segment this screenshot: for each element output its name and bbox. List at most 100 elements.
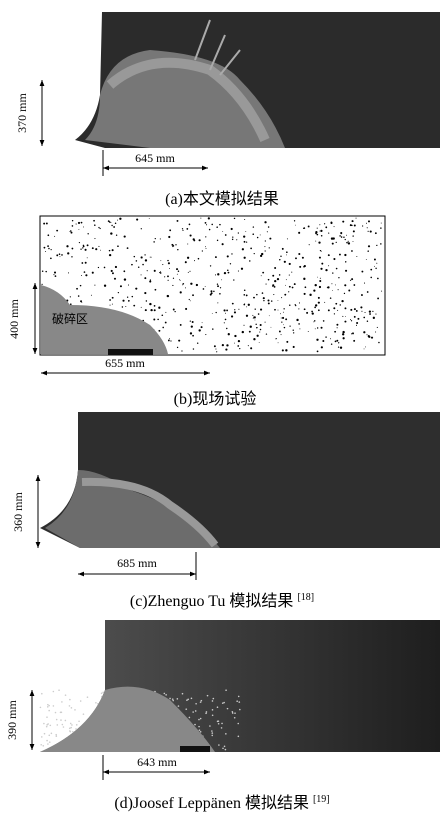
fragment <box>68 705 71 707</box>
speckle <box>304 286 307 289</box>
speckle <box>47 245 49 248</box>
speckle <box>303 277 306 280</box>
fragment <box>231 712 234 714</box>
speckle <box>157 318 159 321</box>
speckle <box>162 326 165 329</box>
speckle <box>314 306 316 309</box>
caption: (a)本文模拟结果 <box>165 190 279 208</box>
speckle <box>216 226 218 228</box>
fragment <box>59 711 62 714</box>
caption: (c)Zhenguo Tu 模拟结果 [18] <box>130 592 314 610</box>
speckle <box>288 274 290 276</box>
speckle <box>196 342 199 344</box>
speckle <box>288 291 290 293</box>
speckle <box>365 222 367 224</box>
speckle <box>110 232 113 235</box>
speckle <box>283 326 286 329</box>
speckle <box>226 344 229 347</box>
speckle <box>150 256 152 258</box>
speckle <box>108 253 112 257</box>
speckle <box>176 346 179 349</box>
speckle <box>363 331 366 334</box>
zone-label: 破碎区 <box>52 311 88 326</box>
fragment <box>48 734 51 737</box>
speckle <box>100 249 101 251</box>
speckle <box>216 351 218 353</box>
speckle <box>114 265 118 269</box>
base-mark <box>108 349 153 355</box>
speckle <box>177 248 179 251</box>
speckle <box>361 310 363 312</box>
fragment <box>239 708 241 711</box>
fragment <box>95 701 97 704</box>
speckle <box>205 248 207 250</box>
speckle <box>331 242 334 245</box>
speckle <box>140 274 142 276</box>
speckle <box>319 224 321 226</box>
speckle <box>293 283 296 286</box>
speckle <box>317 309 320 312</box>
speckle <box>357 317 360 320</box>
speckle <box>370 336 374 339</box>
speckle <box>286 238 288 240</box>
speckle <box>285 318 288 321</box>
speckle <box>261 292 264 294</box>
speckle <box>295 257 297 260</box>
speckle <box>111 303 113 305</box>
speckle <box>123 235 126 238</box>
speckle <box>186 228 189 230</box>
speckle <box>368 335 371 338</box>
speckle <box>176 273 178 275</box>
speckle <box>181 350 183 352</box>
speckle <box>123 278 127 281</box>
speckle <box>270 300 273 302</box>
width-label: 655 mm <box>105 356 145 370</box>
speckle <box>250 247 252 250</box>
speckle <box>338 277 340 279</box>
speckle <box>167 275 169 278</box>
speckle <box>362 225 364 227</box>
speckle <box>135 260 138 262</box>
speckle <box>303 292 306 295</box>
speckle <box>344 284 347 287</box>
speckle <box>286 340 289 343</box>
fragment <box>54 711 57 714</box>
damage-zone <box>40 686 215 752</box>
speckle <box>149 256 151 258</box>
speckle <box>380 243 382 245</box>
speckle <box>295 305 297 307</box>
speckle <box>298 323 300 325</box>
fragment <box>72 730 74 733</box>
speckle <box>230 315 234 318</box>
speckle <box>339 235 341 237</box>
speckle <box>333 307 336 310</box>
speckle <box>356 256 358 257</box>
speckle <box>376 262 378 264</box>
speckle <box>303 227 306 230</box>
speckle <box>243 256 246 259</box>
speckle <box>367 250 369 252</box>
speckle <box>192 334 194 337</box>
fragment <box>224 748 227 751</box>
speckle <box>320 346 323 349</box>
speckle <box>158 329 161 332</box>
speckle <box>233 279 235 281</box>
width-label: 645 mm <box>135 151 175 165</box>
speckle <box>127 300 130 302</box>
speckle <box>246 306 248 308</box>
speckle <box>119 285 122 288</box>
speckle <box>98 226 100 229</box>
fragment <box>211 734 214 737</box>
speckle <box>189 234 192 237</box>
speckle <box>376 326 378 328</box>
fragment <box>226 707 229 710</box>
speckle <box>280 334 282 336</box>
speckle <box>353 284 356 286</box>
fragment <box>221 722 223 725</box>
speckle <box>330 343 333 345</box>
speckle <box>93 219 95 222</box>
speckle <box>317 301 320 304</box>
speckle <box>258 342 260 343</box>
speckle <box>338 253 341 256</box>
fragment <box>43 722 45 725</box>
